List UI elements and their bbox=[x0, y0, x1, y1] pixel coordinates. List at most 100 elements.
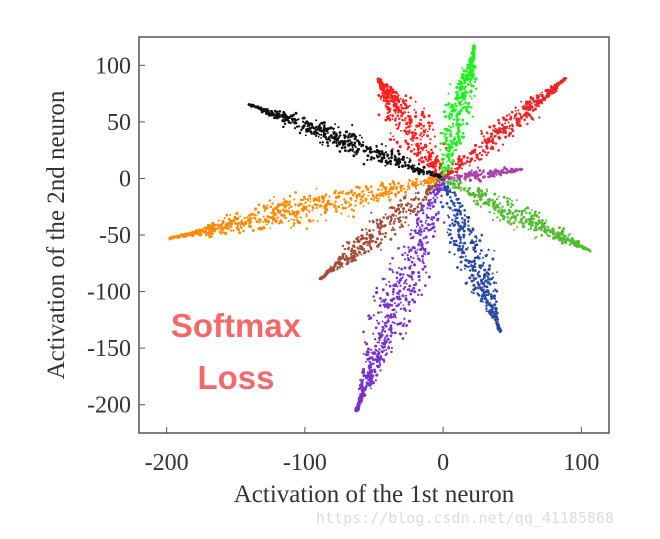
x-tick-label: 100 bbox=[563, 450, 599, 476]
data-point bbox=[242, 229, 245, 233]
data-point bbox=[582, 246, 586, 250]
data-point bbox=[288, 212, 292, 216]
data-point bbox=[545, 232, 549, 236]
data-point bbox=[362, 141, 365, 144]
data-point bbox=[459, 238, 462, 241]
data-point bbox=[282, 197, 286, 200]
data-point bbox=[339, 191, 343, 194]
data-point bbox=[407, 125, 411, 129]
data-point bbox=[519, 113, 522, 116]
data-point bbox=[283, 209, 287, 212]
data-point bbox=[432, 165, 436, 169]
data-point bbox=[416, 191, 420, 195]
data-point bbox=[482, 169, 485, 172]
data-point bbox=[380, 182, 385, 186]
data-point bbox=[444, 103, 447, 107]
data-point bbox=[473, 256, 477, 260]
data-point bbox=[477, 287, 480, 290]
data-point bbox=[412, 148, 416, 151]
data-point bbox=[403, 266, 407, 270]
data-point bbox=[483, 268, 487, 272]
data-point bbox=[513, 117, 516, 120]
data-point bbox=[461, 99, 464, 102]
data-point bbox=[499, 211, 503, 214]
data-point bbox=[422, 165, 426, 169]
data-point bbox=[545, 89, 548, 92]
data-point bbox=[468, 152, 472, 155]
data-point bbox=[387, 154, 390, 157]
data-point bbox=[415, 144, 419, 148]
data-point bbox=[481, 295, 484, 298]
data-point bbox=[265, 206, 269, 210]
data-point bbox=[357, 239, 361, 244]
data-point bbox=[321, 129, 323, 132]
data-point bbox=[427, 185, 431, 189]
data-point bbox=[426, 130, 429, 133]
data-point bbox=[453, 191, 456, 194]
data-point bbox=[455, 97, 459, 101]
data-point bbox=[369, 316, 373, 320]
data-point bbox=[498, 207, 501, 209]
data-point bbox=[494, 207, 497, 210]
data-point bbox=[383, 235, 387, 239]
data-point bbox=[462, 97, 465, 100]
data-point bbox=[397, 181, 400, 185]
data-point bbox=[413, 229, 417, 233]
data-point bbox=[471, 76, 474, 79]
data-point bbox=[288, 194, 292, 198]
data-point bbox=[537, 221, 541, 225]
data-point bbox=[458, 225, 462, 229]
data-point bbox=[488, 125, 492, 129]
data-point bbox=[517, 109, 520, 112]
data-point bbox=[391, 151, 394, 154]
data-point bbox=[480, 192, 484, 196]
data-point bbox=[551, 88, 555, 92]
data-point bbox=[390, 154, 393, 157]
data-point bbox=[278, 210, 281, 213]
data-point bbox=[419, 138, 422, 141]
data-point bbox=[265, 111, 268, 115]
data-point bbox=[487, 248, 490, 251]
data-point bbox=[491, 137, 495, 141]
data-point bbox=[269, 227, 272, 230]
data-point bbox=[352, 240, 356, 244]
data-point bbox=[560, 232, 564, 235]
data-point bbox=[383, 225, 386, 228]
data-point bbox=[248, 213, 252, 217]
data-point bbox=[475, 78, 478, 81]
data-point bbox=[494, 309, 498, 313]
data-point bbox=[457, 235, 461, 239]
data-point bbox=[531, 223, 534, 227]
data-point bbox=[463, 221, 466, 225]
data-point bbox=[472, 56, 476, 60]
data-point bbox=[391, 114, 395, 118]
data-point bbox=[364, 186, 368, 189]
data-point bbox=[415, 136, 419, 140]
data-point bbox=[462, 69, 465, 72]
data-point bbox=[485, 299, 489, 303]
data-point bbox=[389, 298, 393, 302]
data-point bbox=[533, 237, 536, 240]
data-point bbox=[375, 196, 378, 200]
data-point bbox=[367, 202, 370, 205]
data-point bbox=[485, 307, 488, 310]
data-point bbox=[388, 215, 391, 218]
data-point bbox=[541, 91, 544, 94]
data-point bbox=[377, 243, 381, 247]
data-point bbox=[458, 176, 461, 179]
data-point bbox=[403, 322, 406, 325]
data-point bbox=[207, 233, 211, 236]
data-point bbox=[377, 81, 381, 84]
data-point bbox=[378, 333, 382, 337]
data-point bbox=[443, 153, 446, 156]
data-point bbox=[514, 219, 517, 222]
data-point bbox=[344, 192, 347, 195]
data-point bbox=[267, 215, 271, 219]
data-point bbox=[452, 149, 455, 152]
data-point bbox=[558, 226, 561, 230]
data-point bbox=[451, 222, 454, 225]
data-point bbox=[431, 176, 434, 180]
data-point bbox=[348, 132, 351, 135]
data-point bbox=[588, 249, 592, 253]
data-point bbox=[338, 262, 341, 266]
